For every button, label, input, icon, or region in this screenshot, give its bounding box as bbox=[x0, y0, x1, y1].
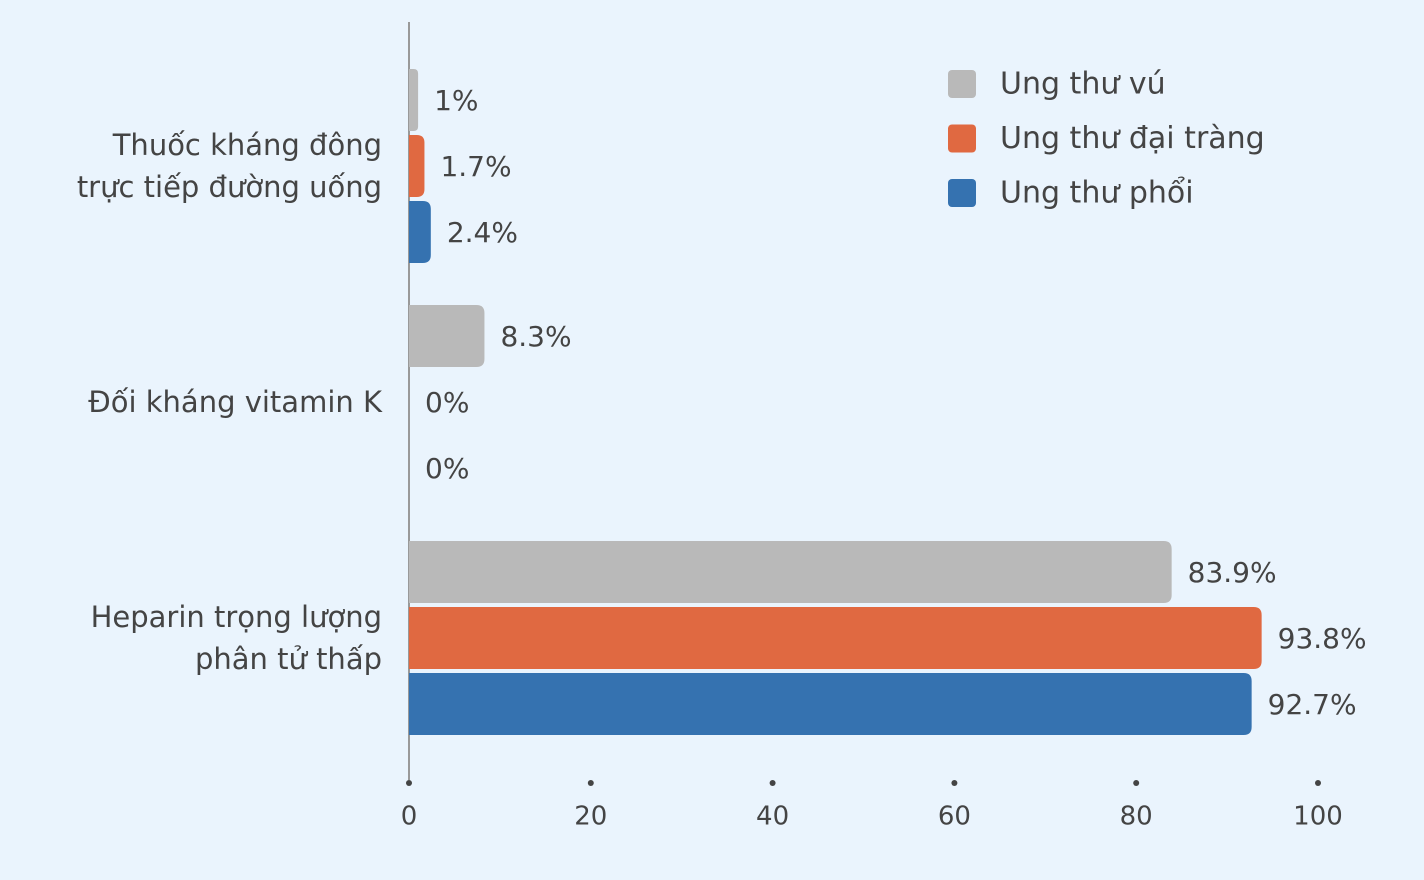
x-tick bbox=[769, 780, 776, 786]
x-tick bbox=[951, 780, 958, 786]
x-tick bbox=[406, 780, 412, 786]
bar bbox=[409, 673, 1252, 735]
legend-label: Ung thư vú bbox=[1000, 67, 1166, 102]
bar bbox=[409, 201, 431, 263]
legend-swatch bbox=[948, 179, 976, 207]
y-tick-label: Thuốc kháng đông trực tiếp đường uống bbox=[76, 128, 382, 204]
data-label: 92.7% bbox=[1268, 688, 1357, 721]
bar bbox=[409, 607, 1262, 669]
x-tick-label: 0 bbox=[401, 802, 418, 832]
legend-swatch bbox=[948, 124, 976, 153]
x-tick-label: 20 bbox=[574, 802, 607, 832]
x-tick-label: 100 bbox=[1293, 802, 1343, 832]
data-label: 0% bbox=[425, 452, 469, 485]
legend-swatch bbox=[948, 70, 976, 98]
data-label: 83.9% bbox=[1188, 556, 1277, 589]
data-label: 8.3% bbox=[500, 320, 571, 353]
x-tick bbox=[1315, 780, 1321, 786]
y-tick-label: Heparin trọng lượng phân tử thấp bbox=[90, 600, 382, 676]
x-tick bbox=[587, 780, 594, 786]
data-label: 2.4% bbox=[447, 216, 518, 249]
data-label: 1% bbox=[434, 84, 478, 117]
bar bbox=[409, 135, 425, 197]
data-label: 1.7% bbox=[440, 150, 511, 183]
bar bbox=[409, 69, 419, 131]
x-tick-label: 60 bbox=[938, 802, 971, 832]
data-label: 93.8% bbox=[1278, 622, 1367, 655]
x-tick-label: 80 bbox=[1120, 802, 1153, 832]
bar bbox=[409, 305, 485, 367]
bar bbox=[409, 541, 1172, 603]
y-tick-label: Đối kháng vitamin K bbox=[88, 385, 382, 419]
legend-label: Ung thư phổi bbox=[1000, 175, 1194, 211]
x-tick-label: 40 bbox=[756, 802, 789, 832]
legend-label: Ung thư đại tràng bbox=[1000, 121, 1265, 156]
data-label: 0% bbox=[425, 386, 469, 419]
x-tick bbox=[1133, 780, 1140, 786]
